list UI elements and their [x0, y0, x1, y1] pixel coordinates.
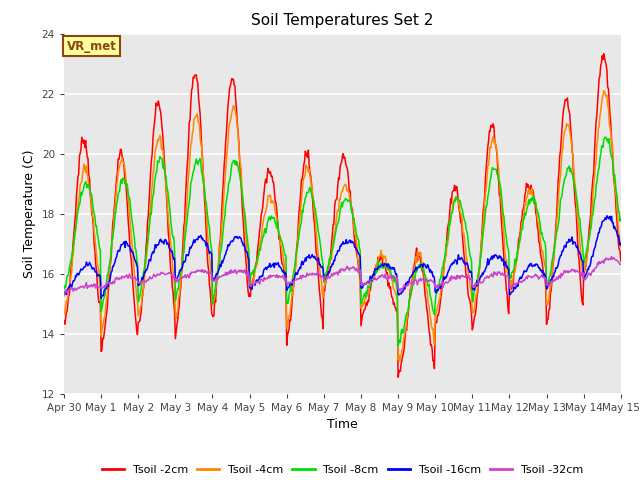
Title: Soil Temperatures Set 2: Soil Temperatures Set 2: [252, 13, 433, 28]
Tsoil -4cm: [388, 276, 396, 282]
Tsoil -2cm: [334, 182, 342, 188]
Tsoil -2cm: [617, 258, 625, 264]
Tsoil -8cm: [334, 221, 342, 227]
Tsoil -32cm: [334, 272, 342, 278]
Tsoil -4cm: [334, 207, 342, 213]
Tsoil -16cm: [566, 237, 574, 242]
Line: Tsoil -32cm: Tsoil -32cm: [64, 256, 621, 296]
Tsoil -2cm: [388, 295, 396, 300]
Tsoil -16cm: [183, 252, 191, 258]
Tsoil -16cm: [60, 291, 68, 297]
Tsoil -2cm: [566, 124, 574, 130]
Tsoil -32cm: [182, 275, 190, 281]
Y-axis label: Soil Temperature (C): Soil Temperature (C): [23, 149, 36, 278]
Tsoil -32cm: [388, 276, 396, 282]
Tsoil -16cm: [97, 295, 105, 301]
Legend: Tsoil -2cm, Tsoil -4cm, Tsoil -8cm, Tsoil -16cm, Tsoil -32cm: Tsoil -2cm, Tsoil -4cm, Tsoil -8cm, Tsoi…: [97, 460, 588, 479]
Tsoil -4cm: [444, 242, 451, 248]
Tsoil -4cm: [60, 310, 68, 316]
Tsoil -4cm: [600, 88, 607, 94]
Text: VR_met: VR_met: [67, 40, 116, 53]
Tsoil -4cm: [182, 211, 190, 216]
Tsoil -8cm: [182, 226, 190, 231]
Tsoil -2cm: [600, 51, 607, 57]
Tsoil -32cm: [60, 293, 68, 299]
Tsoil -16cm: [207, 250, 215, 255]
Line: Tsoil -4cm: Tsoil -4cm: [64, 91, 621, 361]
Tsoil -32cm: [443, 279, 451, 285]
Line: Tsoil -8cm: Tsoil -8cm: [64, 137, 621, 346]
Tsoil -8cm: [60, 286, 68, 292]
Tsoil -16cm: [603, 213, 611, 219]
Line: Tsoil -2cm: Tsoil -2cm: [64, 54, 621, 377]
Tsoil -32cm: [566, 269, 573, 275]
Tsoil -32cm: [617, 262, 625, 267]
Tsoil -2cm: [60, 318, 68, 324]
Tsoil -8cm: [566, 165, 574, 171]
Tsoil -32cm: [206, 271, 214, 276]
Tsoil -2cm: [444, 225, 451, 231]
Tsoil -4cm: [206, 259, 214, 265]
Tsoil -8cm: [394, 343, 402, 348]
Tsoil -16cm: [389, 264, 397, 270]
Tsoil -32cm: [608, 253, 616, 259]
Tsoil -8cm: [602, 134, 609, 140]
Tsoil -2cm: [206, 288, 214, 293]
X-axis label: Time: Time: [327, 418, 358, 431]
Tsoil -8cm: [388, 274, 396, 280]
Line: Tsoil -16cm: Tsoil -16cm: [64, 216, 621, 298]
Tsoil -16cm: [444, 270, 451, 276]
Tsoil -4cm: [617, 241, 625, 247]
Tsoil -16cm: [335, 248, 342, 254]
Tsoil -8cm: [206, 235, 214, 241]
Tsoil -4cm: [396, 358, 403, 364]
Tsoil -16cm: [617, 240, 625, 246]
Tsoil -4cm: [566, 133, 574, 139]
Tsoil -8cm: [444, 237, 451, 242]
Tsoil -2cm: [182, 180, 190, 186]
Tsoil -2cm: [394, 374, 402, 380]
Tsoil -8cm: [617, 216, 625, 222]
